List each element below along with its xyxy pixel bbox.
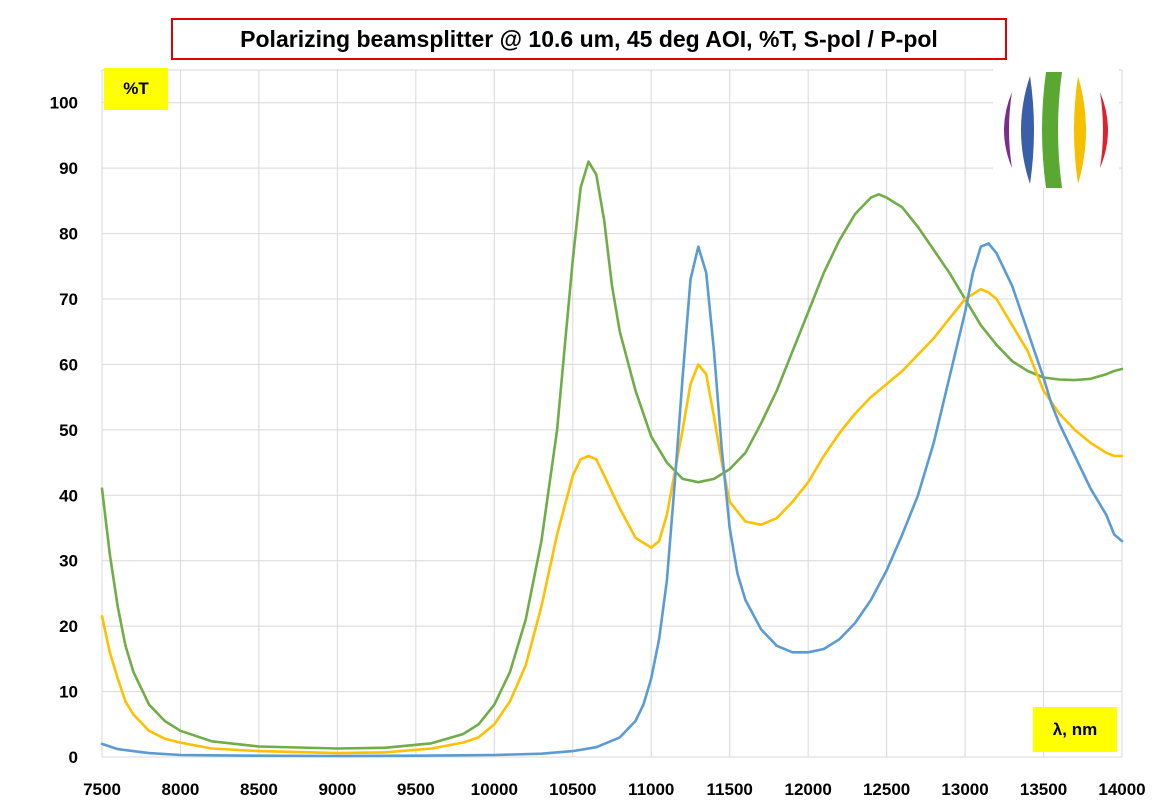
y-tick-label: 40	[59, 486, 78, 505]
chart-title: Polarizing beamsplitter @ 10.6 um, 45 de…	[171, 18, 1007, 60]
y-tick-label: 80	[59, 225, 78, 244]
x-tick-label: 11000	[628, 780, 674, 799]
y-tick-label: 70	[59, 290, 78, 309]
x-tick-label: 8500	[240, 780, 278, 799]
plot-area	[101, 69, 1123, 758]
x-tick-label: 10500	[549, 780, 596, 799]
y-tick-label: 30	[59, 552, 78, 571]
y-axis-label: %T	[104, 68, 168, 110]
x-tick-label: 9500	[397, 780, 435, 799]
x-tick-label: 13000	[941, 780, 988, 799]
x-tick-label: 13500	[1020, 780, 1067, 799]
y-tick-label: 100	[50, 94, 78, 113]
x-tick-label: 12500	[863, 780, 910, 799]
y-tick-label: 10	[59, 683, 78, 702]
y-tick-label: 90	[59, 159, 78, 178]
x-tick-label: 7500	[83, 780, 121, 799]
x-tick-label: 12000	[785, 780, 832, 799]
series-line-2	[100, 287, 1124, 755]
x-tick-label: 11500	[707, 780, 753, 799]
y-tick-label: 60	[59, 355, 78, 374]
y-tick-label: 50	[59, 421, 78, 440]
x-tick-label: 14000	[1098, 780, 1145, 799]
x-tick-label: 9000	[318, 780, 356, 799]
company-logo	[993, 68, 1119, 188]
x-tick-label: 10000	[471, 780, 518, 799]
y-tick-label: 20	[59, 617, 78, 636]
x-tick-label: 8000	[162, 780, 200, 799]
y-tick-label: 0	[69, 748, 78, 767]
x-axis-label: λ, nm	[1033, 707, 1117, 752]
series-line-3	[100, 242, 1124, 758]
